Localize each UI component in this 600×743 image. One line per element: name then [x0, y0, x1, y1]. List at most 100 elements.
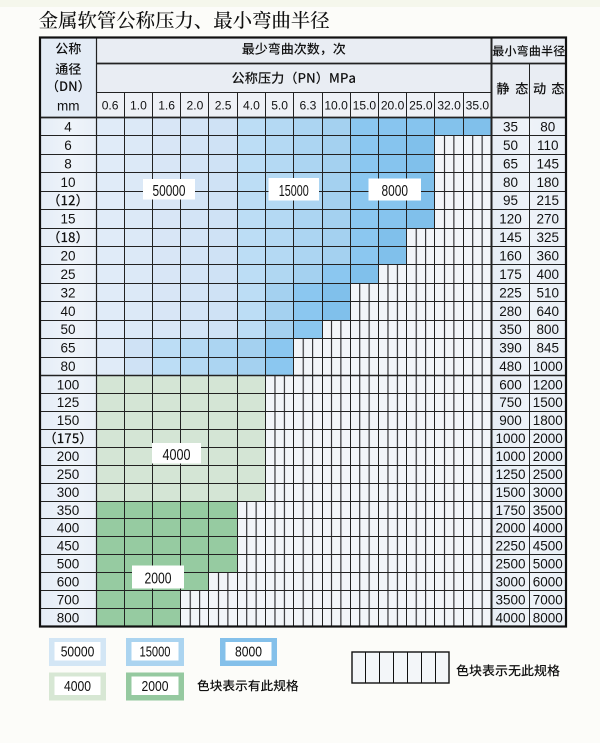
- svg-text:2000: 2000: [533, 431, 563, 446]
- svg-text:175: 175: [499, 267, 522, 282]
- svg-text:350: 350: [57, 503, 80, 518]
- svg-text:4: 4: [64, 120, 72, 135]
- svg-text:280: 280: [499, 304, 522, 319]
- svg-text:270: 270: [537, 212, 560, 227]
- svg-text:8000: 8000: [533, 610, 563, 625]
- svg-text:50000: 50000: [153, 183, 186, 200]
- svg-text:250: 250: [57, 467, 80, 482]
- svg-text:25: 25: [60, 267, 75, 282]
- svg-text:3500: 3500: [495, 592, 525, 607]
- svg-text:750: 750: [499, 395, 522, 410]
- svg-text:4.0: 4.0: [243, 99, 260, 113]
- svg-text:80: 80: [60, 359, 75, 374]
- svg-text:40: 40: [60, 304, 75, 319]
- svg-text:32.0: 32.0: [437, 99, 461, 113]
- svg-text:6.3: 6.3: [299, 99, 316, 113]
- svg-text:15.0: 15.0: [353, 99, 377, 113]
- svg-text:15000: 15000: [140, 644, 171, 661]
- svg-text:2500: 2500: [495, 557, 525, 572]
- svg-text:3000: 3000: [495, 575, 525, 590]
- svg-text:900: 900: [499, 413, 522, 428]
- svg-text:700: 700: [57, 592, 80, 607]
- svg-text:3000: 3000: [533, 485, 563, 500]
- svg-text:8000: 8000: [382, 183, 409, 200]
- svg-text:1000: 1000: [533, 359, 563, 374]
- svg-text:6: 6: [64, 138, 72, 153]
- svg-text:35.0: 35.0: [466, 99, 490, 113]
- svg-text:300: 300: [57, 485, 80, 500]
- svg-text:2000: 2000: [145, 571, 172, 588]
- svg-text:80: 80: [540, 120, 555, 135]
- svg-text:7000: 7000: [533, 592, 563, 607]
- svg-text:65: 65: [60, 341, 75, 356]
- svg-text:100: 100: [57, 377, 80, 392]
- svg-text:8000: 8000: [235, 644, 262, 661]
- svg-text:150: 150: [57, 413, 80, 428]
- svg-text:125: 125: [57, 395, 80, 410]
- svg-text:145: 145: [499, 230, 522, 245]
- svg-text:3500: 3500: [533, 503, 563, 518]
- svg-text:95: 95: [503, 193, 518, 208]
- svg-text:6000: 6000: [533, 575, 563, 590]
- svg-text:510: 510: [537, 285, 560, 300]
- svg-text:35: 35: [503, 120, 518, 135]
- svg-text:1200: 1200: [533, 377, 563, 392]
- svg-text:10.0: 10.0: [324, 99, 348, 113]
- svg-text:80: 80: [503, 175, 518, 190]
- svg-text:4000: 4000: [163, 447, 191, 464]
- svg-text:600: 600: [499, 377, 522, 392]
- svg-text:2250: 2250: [495, 539, 525, 554]
- svg-text:1250: 1250: [495, 467, 525, 482]
- svg-text:600: 600: [57, 575, 80, 590]
- svg-text:180: 180: [537, 175, 560, 190]
- svg-text:2500: 2500: [533, 467, 563, 482]
- svg-text:390: 390: [499, 341, 522, 356]
- svg-text:20.0: 20.0: [381, 99, 405, 113]
- svg-text:145: 145: [537, 156, 560, 171]
- svg-text:450: 450: [57, 539, 80, 554]
- svg-text:5.0: 5.0: [271, 99, 288, 113]
- svg-text:50: 50: [60, 322, 75, 337]
- svg-text:50: 50: [503, 138, 518, 153]
- svg-text:640: 640: [537, 304, 560, 319]
- svg-text:8: 8: [64, 156, 72, 171]
- svg-text:2000: 2000: [533, 449, 563, 464]
- svg-text:845: 845: [537, 341, 560, 356]
- svg-text:5000: 5000: [533, 557, 563, 572]
- svg-text:1.6: 1.6: [158, 99, 175, 113]
- svg-text:120: 120: [499, 212, 522, 227]
- svg-text:160: 160: [499, 249, 522, 264]
- svg-text:4000: 4000: [495, 610, 525, 625]
- svg-text:1800: 1800: [533, 413, 563, 428]
- svg-text:2.5: 2.5: [215, 99, 232, 113]
- svg-text:800: 800: [537, 322, 560, 337]
- svg-text:1.0: 1.0: [130, 99, 147, 113]
- svg-text:4500: 4500: [533, 539, 563, 554]
- svg-text:110: 110: [537, 138, 559, 153]
- svg-text:4000: 4000: [64, 678, 91, 695]
- svg-text:2.0: 2.0: [186, 99, 203, 113]
- svg-text:mm: mm: [57, 99, 80, 114]
- svg-text:350: 350: [499, 322, 522, 337]
- svg-text:215: 215: [537, 193, 560, 208]
- svg-text:15: 15: [60, 212, 75, 227]
- svg-text:2000: 2000: [495, 521, 525, 536]
- svg-text:10: 10: [60, 175, 75, 190]
- svg-text:225: 225: [499, 285, 522, 300]
- svg-text:1000: 1000: [495, 449, 525, 464]
- svg-text:50000: 50000: [61, 644, 95, 661]
- svg-text:1000: 1000: [495, 431, 525, 446]
- svg-text:1500: 1500: [533, 395, 563, 410]
- svg-text:400: 400: [537, 267, 560, 282]
- svg-text:480: 480: [499, 359, 522, 374]
- svg-text:4000: 4000: [533, 521, 563, 536]
- svg-text:360: 360: [537, 249, 560, 264]
- svg-text:32: 32: [60, 285, 75, 300]
- svg-text:400: 400: [57, 521, 80, 536]
- svg-text:1750: 1750: [495, 503, 525, 518]
- svg-text:15000: 15000: [279, 183, 309, 200]
- svg-text:325: 325: [537, 230, 560, 245]
- svg-text:20: 20: [60, 249, 75, 264]
- svg-text:0.6: 0.6: [102, 99, 119, 113]
- svg-text:1500: 1500: [495, 485, 525, 500]
